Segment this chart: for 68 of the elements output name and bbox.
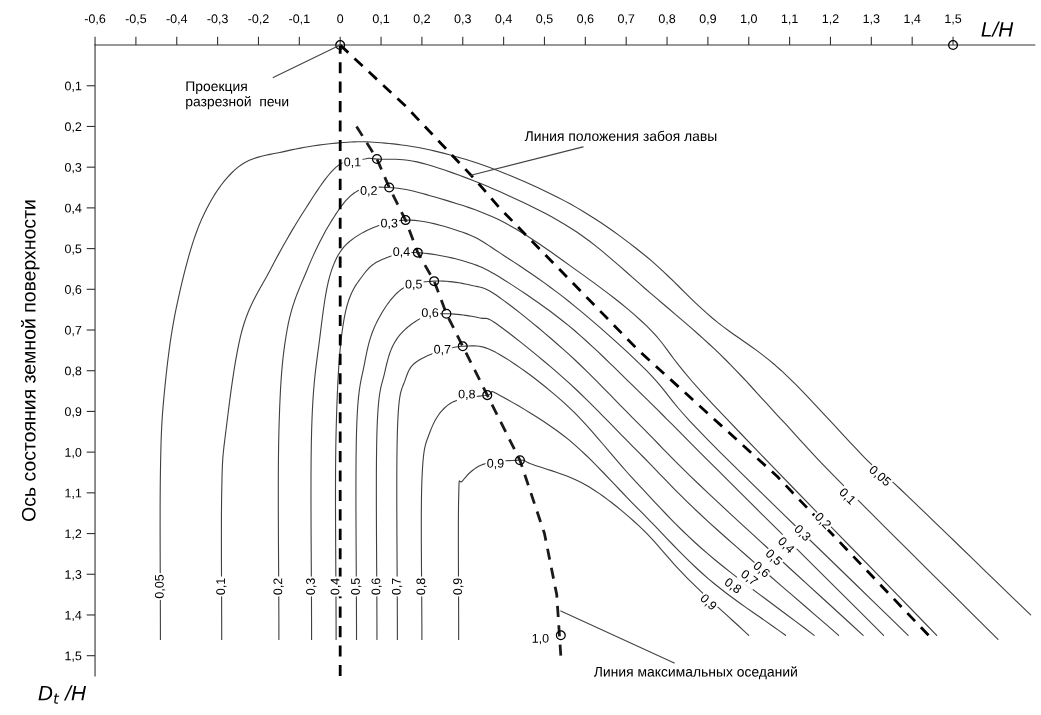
x-tick-label: 1,4	[904, 14, 921, 25]
y-tick-label: 0,4	[64, 203, 82, 215]
annotation: 0,5	[351, 578, 362, 595]
x-tick-label: -0,6	[84, 14, 106, 25]
annotation: 0,6	[371, 578, 382, 595]
annotation: 0,9	[453, 578, 464, 595]
annotation: 0,05	[154, 574, 166, 599]
annotation: 0,2	[360, 186, 377, 197]
annotation: 0,6	[421, 308, 439, 319]
x-axis-title: L/H	[981, 21, 1014, 37]
annotation: Проекция разрезной печи	[186, 81, 289, 110]
y-tick-label: 1,1	[65, 488, 82, 499]
x-tick-label: 0,1	[372, 14, 390, 25]
x-tick-label: -0,1	[289, 14, 310, 25]
x-tick-label: 1,0	[741, 14, 757, 25]
annotation: 0,1	[216, 578, 227, 595]
annotation: Линия положения забоя лавы	[524, 130, 717, 142]
y-tick-label: 0,9	[64, 407, 82, 418]
annotation: 0,1	[344, 157, 361, 168]
annotation: 0,05	[867, 464, 892, 488]
annotation: 0,8	[416, 578, 427, 595]
x-tick-label: -0,3	[207, 14, 228, 25]
annotation: 0,9	[698, 593, 718, 612]
y-tick-label: 1,3	[65, 570, 82, 581]
x-tick-label: 0,7	[617, 14, 635, 25]
annotation: 0,1	[837, 487, 857, 507]
y-axis-title: Ось состояния земной поверхности	[21, 200, 40, 521]
annotation: 0,4	[393, 247, 410, 258]
x-tick-label: 0,8	[658, 14, 676, 25]
annotation: 0,3	[792, 523, 812, 543]
annotation: 0,7	[434, 344, 451, 356]
x-tick-label: 0,6	[577, 14, 594, 25]
annotation: 1,0	[532, 633, 549, 645]
y-tick-label: 0,3	[64, 162, 82, 174]
y-tick-label: 0,8	[64, 366, 82, 377]
y-tick-label: 0,2	[64, 122, 82, 133]
x-tick-label: 0,2	[413, 14, 430, 25]
y-tick-label: 1,0	[65, 447, 82, 459]
y-tick-label: 1,2	[65, 529, 82, 540]
x-tick-label: 1,5	[945, 14, 962, 25]
x-tick-label: 1,1	[781, 14, 798, 25]
x-tick-label: 1,3	[863, 14, 880, 25]
annotation: 0,5	[405, 279, 422, 291]
x-tick-label: 0	[337, 14, 344, 24]
x-tick-label: 0,4	[495, 14, 512, 25]
x-tick-label: 0,5	[536, 14, 553, 25]
y-tick-label: 0,1	[64, 81, 82, 92]
x-tick-label: -0,5	[125, 14, 147, 25]
x-tick-label: -0,2	[248, 14, 269, 25]
x-tick-label: 0,3	[454, 14, 471, 25]
annotation: Линия максимальных оседаний	[593, 666, 797, 680]
annotation: 0,9	[487, 458, 504, 470]
annotation: 0,8	[458, 389, 475, 400]
annotation: 0,7	[391, 578, 403, 595]
y-tick-label: 0,5	[64, 244, 82, 255]
annotation: 0,2	[273, 578, 284, 595]
y-tick-label: 0,7	[64, 325, 82, 337]
y-tick-label: 1,5	[65, 651, 82, 662]
x-tick-label: 1,2	[822, 14, 839, 25]
annotation: 0,3	[306, 578, 317, 595]
y-tick-label: 0,6	[64, 285, 82, 296]
x-tick-label: -0,4	[166, 14, 188, 25]
text: D$_{t}$ /H	[38, 685, 87, 704]
x-tick-label: 0,9	[699, 14, 716, 25]
y-tick-label: 1,4	[65, 610, 82, 622]
annotation: 0,4	[330, 578, 341, 595]
annotation: 0,2	[813, 511, 832, 531]
annotation: 0,3	[381, 218, 398, 229]
